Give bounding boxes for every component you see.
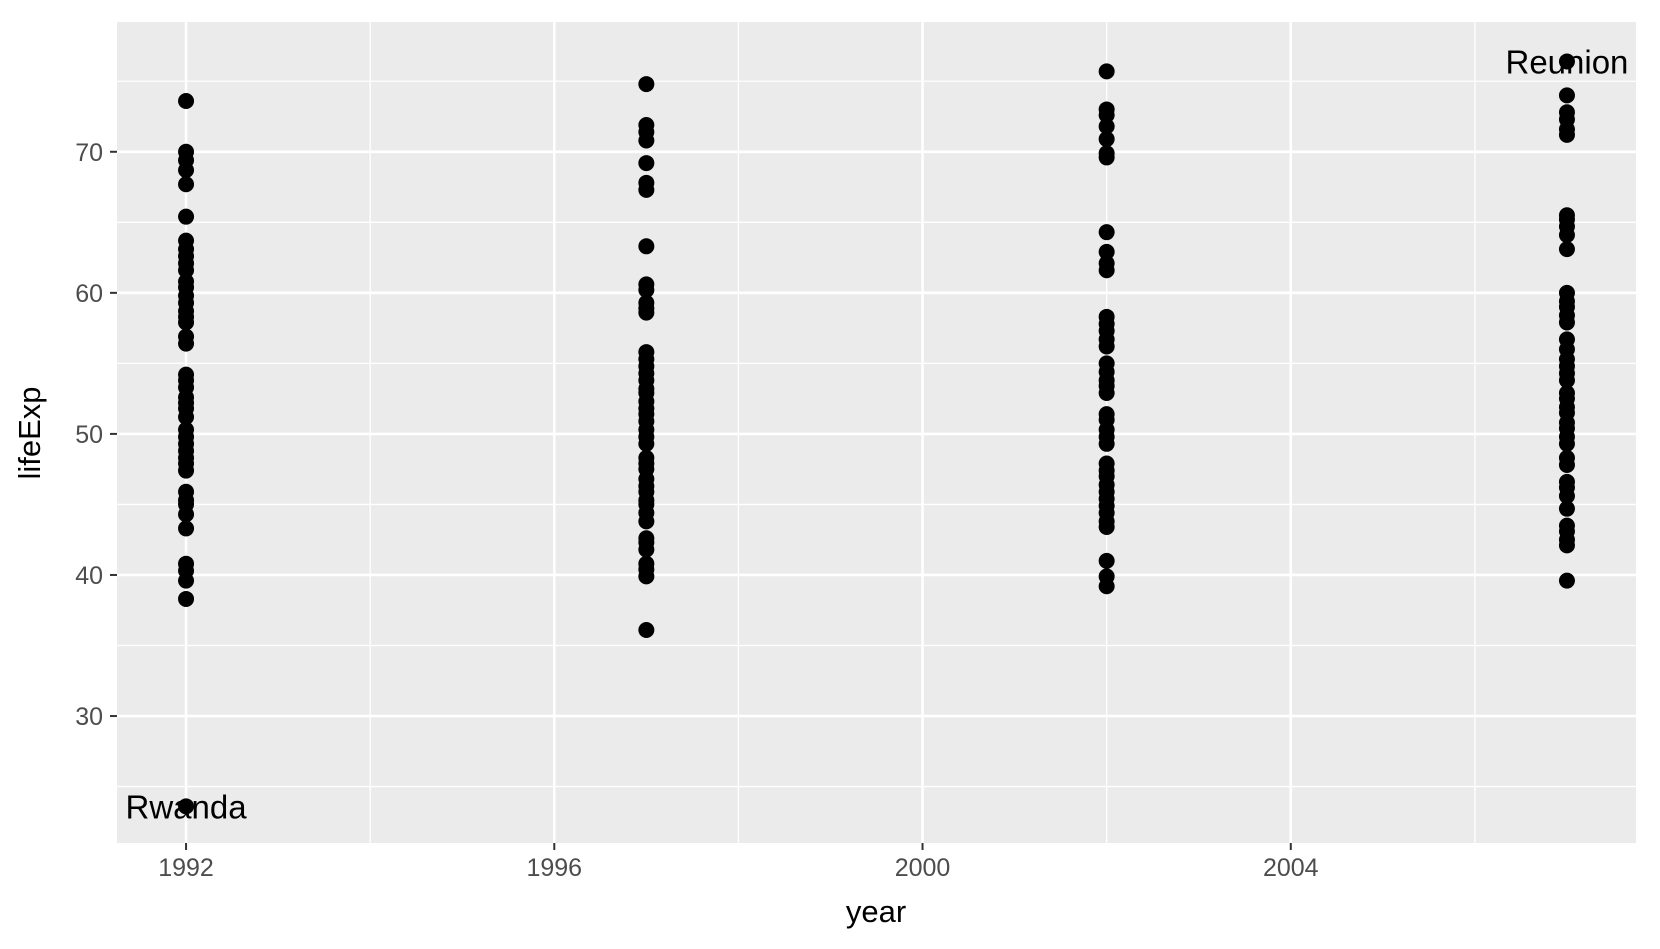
data-point (178, 232, 195, 249)
data-point (1558, 572, 1575, 589)
data-point (178, 328, 195, 345)
y-axis: 30 40 50 60 70 (75, 139, 117, 731)
data-point (1098, 355, 1115, 372)
y-tick-label: 40 (75, 562, 103, 590)
data-point (178, 421, 195, 438)
data-point (1558, 284, 1575, 301)
plot-panel (117, 22, 1636, 843)
data-point (1098, 224, 1115, 241)
data-point (638, 449, 655, 466)
data-point (1558, 207, 1575, 224)
data-point (1098, 406, 1115, 423)
x-axis-title: year (846, 894, 906, 929)
data-points (178, 53, 1575, 815)
data-point (638, 276, 655, 293)
data-point (178, 273, 195, 290)
data-point (1558, 87, 1575, 104)
y-tick-label: 50 (75, 421, 103, 449)
point-label: Rwanda (126, 788, 248, 825)
y-tick-label: 70 (75, 139, 103, 167)
data-point (1098, 308, 1115, 325)
data-point (178, 208, 195, 225)
point-annotations: Rwanda Reunion (126, 43, 1629, 825)
data-point (638, 155, 655, 172)
data-point (1558, 449, 1575, 466)
data-point (638, 621, 655, 638)
data-point (178, 92, 195, 109)
data-point (638, 555, 655, 572)
data-point (1098, 131, 1115, 148)
data-point (1558, 53, 1575, 70)
data-point (1558, 517, 1575, 534)
x-tick-label: 1996 (526, 854, 582, 882)
data-point (638, 344, 655, 361)
data-point (1098, 255, 1115, 272)
data-point (178, 143, 195, 160)
data-point (638, 76, 655, 93)
data-point (1558, 500, 1575, 517)
data-point (1098, 455, 1115, 472)
data-point (638, 530, 655, 547)
data-point (178, 366, 195, 383)
data-point (638, 116, 655, 133)
data-point (638, 238, 655, 255)
data-point (638, 294, 655, 311)
data-point (1558, 104, 1575, 121)
point-label: Reunion (1505, 43, 1628, 80)
data-point (1558, 241, 1575, 258)
x-axis: 1992 1996 2000 2004 (158, 843, 1319, 882)
data-point (638, 174, 655, 191)
data-point (1558, 331, 1575, 348)
data-point (1098, 101, 1115, 118)
data-point (1098, 568, 1115, 585)
data-point (1558, 385, 1575, 402)
y-axis-title: lifeExp (12, 386, 47, 479)
y-tick-label: 30 (75, 703, 103, 731)
y-tick-label: 60 (75, 280, 103, 308)
data-point (1558, 473, 1575, 490)
data-point (178, 798, 195, 815)
data-point (1098, 552, 1115, 569)
data-point (1098, 145, 1115, 162)
data-point (178, 176, 195, 193)
data-point (1098, 243, 1115, 260)
data-point (178, 555, 195, 572)
x-tick-label: 1992 (158, 854, 214, 882)
data-point (178, 520, 195, 537)
data-point (178, 590, 195, 607)
x-tick-label: 2000 (895, 854, 951, 882)
data-point (1098, 63, 1115, 80)
data-point (1098, 118, 1115, 135)
data-point (178, 483, 195, 500)
x-tick-label: 2004 (1263, 854, 1319, 882)
